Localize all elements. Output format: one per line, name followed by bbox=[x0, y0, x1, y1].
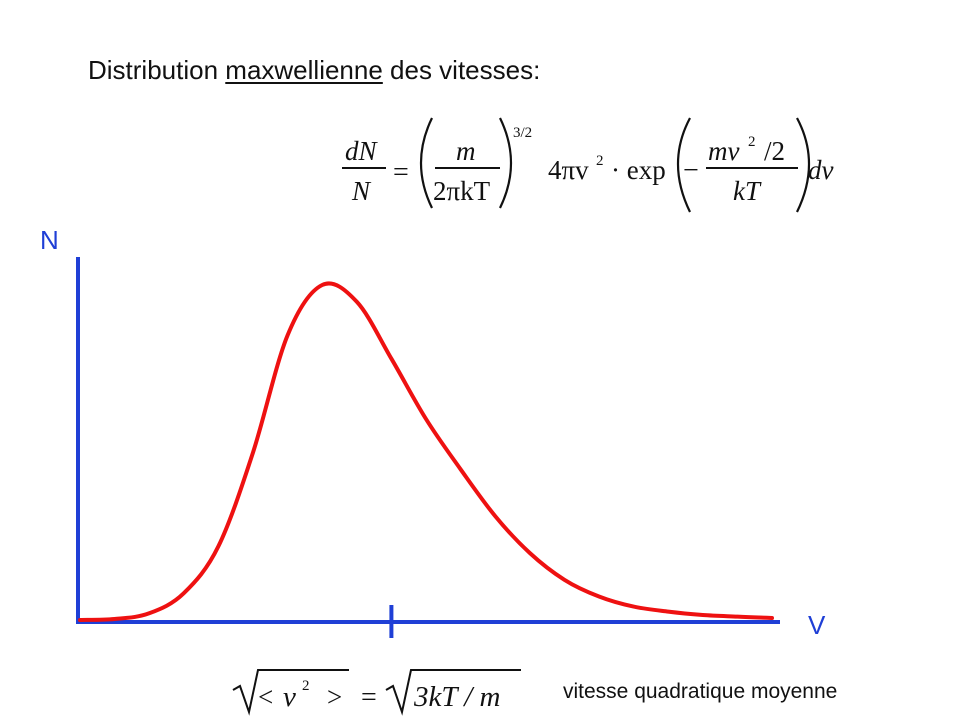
rms-formula: < v 2 > = 3kT / m bbox=[232, 669, 521, 716]
left-paren-1 bbox=[419, 117, 433, 209]
frac2-denominator: kT bbox=[733, 176, 762, 206]
distribution-curve bbox=[78, 281, 774, 622]
frac2-numerator-a: mv bbox=[708, 136, 739, 166]
y-axis-label: N bbox=[40, 225, 59, 255]
equals-sign: = bbox=[393, 157, 409, 188]
differential-dv: dv bbox=[808, 155, 834, 185]
frac1-exponent: 3/2 bbox=[513, 125, 532, 141]
rms-v: v bbox=[283, 681, 296, 713]
title-underlined-word: maxwellienne bbox=[225, 55, 383, 85]
right-paren-1 bbox=[499, 117, 513, 209]
factor-exponent: 2 bbox=[596, 153, 604, 169]
frac1-denominator: 2πkT bbox=[433, 176, 491, 206]
dot-exp: · exp bbox=[611, 155, 666, 185]
title-suffix: des vitesses: bbox=[382, 55, 541, 85]
lhs-denominator: N bbox=[351, 176, 372, 206]
rms-open-bracket: < bbox=[258, 682, 273, 712]
rms-equals: = bbox=[361, 682, 377, 713]
left-paren-2 bbox=[676, 117, 691, 213]
maxwell-formula: dN N = m 2πkT 3/2 4πv 2 · exp − mv 2 /2 … bbox=[342, 117, 834, 213]
frac2-numerator-b: /2 bbox=[764, 136, 785, 166]
sqrt-sign-left bbox=[232, 669, 349, 716]
lhs-numerator: dN bbox=[345, 136, 379, 166]
title-prefix: Distribution bbox=[88, 55, 226, 85]
right-paren-2 bbox=[796, 117, 811, 213]
rms-rhs: 3kT / m bbox=[413, 681, 500, 713]
minus-sign: − bbox=[683, 155, 699, 186]
factor: 4πv bbox=[548, 155, 589, 185]
x-axis-label: V bbox=[808, 610, 826, 640]
sqrt-sign-right bbox=[385, 669, 521, 716]
rms-v-exponent: 2 bbox=[302, 678, 310, 694]
axes: N V bbox=[40, 225, 826, 640]
rms-close-bracket: > bbox=[327, 682, 342, 712]
frac1-numerator: m bbox=[456, 136, 476, 166]
rms-caption: vitesse quadratique moyenne bbox=[563, 680, 838, 703]
frac2-numerator-exponent: 2 bbox=[748, 134, 756, 150]
page-title: Distribution maxwellienne des vitesses: bbox=[88, 55, 540, 86]
